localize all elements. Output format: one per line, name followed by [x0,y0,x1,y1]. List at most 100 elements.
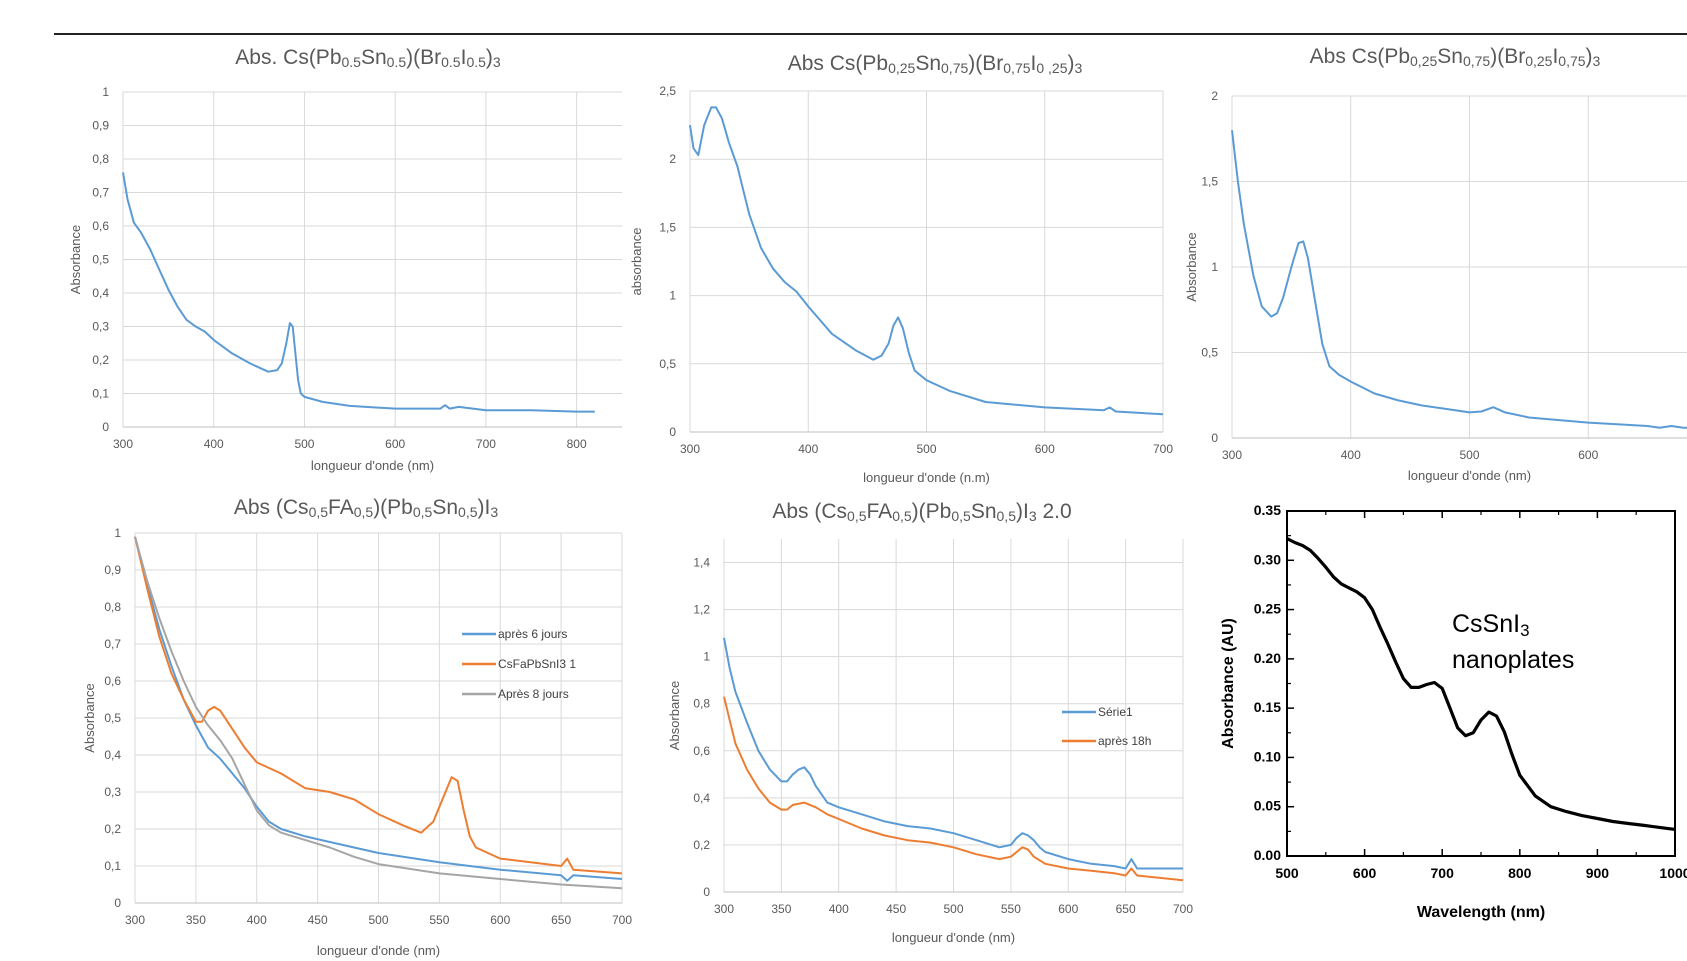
y-tick-label: 2 [1211,89,1218,103]
x-tick-label: 700 [1153,442,1173,456]
y-axis-label: Absorbance [82,683,97,752]
y-tick-label: 0,4 [693,791,710,805]
plot-frame [1286,510,1676,857]
x-axis-label: Wavelength (nm) [1417,904,1545,921]
x-tick-label: 350 [771,902,791,916]
legend-entry: Série1 [1098,705,1133,719]
y-tick-label: 1,2 [693,603,710,617]
chart-6: 500 600 700 800 900 1000 0.00 0.05 0.10 0.15 0.20 0… [1220,502,1687,921]
y-tick-label: 0,7 [104,637,121,651]
legend-entry: Après 8 jours [498,687,569,701]
x-tick-label: 1000 [1659,865,1687,881]
y-tick-label: 1 [669,289,676,303]
legend-entry: après 18h [1098,734,1151,748]
y-tick-label: 0.05 [1254,798,1281,814]
y-tick-label: 0.10 [1254,748,1281,764]
top-divider-line [54,33,1687,35]
x-tick-label: 400 [798,442,818,456]
x-tick-label: 700 [1173,902,1193,916]
x-tick-label: 400 [829,902,849,916]
y-tick-label: 0,4 [92,286,109,300]
x-tick-label: 900 [1586,865,1610,881]
chart-2: 300 400 500 600 700 0 0,5 1 1,5 2 2,5 Abs Cs(Pb0,25… [629,52,1173,485]
x-tick-label: 500 [294,437,314,451]
x-tick-label: 400 [1341,448,1361,462]
y-tick-label: 0,9 [104,563,121,577]
x-tick-label: 500 [1275,865,1299,881]
x-tick-label: 450 [308,913,328,927]
y-tick-label: 0,4 [104,748,121,762]
x-tick-label: 600 [1058,902,1078,916]
y-tick-label: 0,5 [659,357,676,371]
series-line-1 [1286,537,1676,831]
series-line-1 [1231,130,1687,429]
y-tick-label: 1 [102,85,109,99]
series-line-1 [689,106,1164,416]
chart-title: Abs. Cs(Pb0.5Sn0.5)(Br0.5I0.5)3 [235,46,501,70]
y-tick-label: 0 [1211,431,1218,445]
chart-4: 300 350 400 450 500 550 600 650 700 0 0,1 0,2 0,3 0,4… [82,496,632,958]
x-tick-label: 500 [916,442,936,456]
y-tick-label: 2 [669,152,676,166]
y-tick-label: 0,5 [104,711,121,725]
x-tick-label: 400 [204,437,224,451]
y-tick-label: 2,5 [659,84,676,98]
series-line-1 [723,637,1183,870]
y-tick-label: 0,9 [92,119,109,133]
y-tick-label: 0,1 [92,387,109,401]
chart-1: 300 400 500 600 700 800 0 0,1 0,2 0,3 0,4 0,5 0,6 0,7… [68,46,622,473]
chart-title: Abs Cs(Pb0,25Sn0,75)(Br0,75I0 ,25)3 [788,52,1083,76]
x-tick-label: 800 [1508,865,1532,881]
y-tick-label: 0.35 [1254,502,1281,518]
y-tick-label: 0.30 [1254,551,1281,567]
y-axis-label: Absorbance [1184,232,1199,301]
x-tick-label: 600 [1353,865,1377,881]
legend-entry: après 6 jours [498,627,567,641]
x-tick-label: 550 [1001,902,1021,916]
x-axis-label: longueur d'onde (n.m) [863,470,990,485]
y-tick-label: 0,8 [104,600,121,614]
x-tick-label: 300 [1222,448,1242,462]
x-tick-label: 700 [612,913,632,927]
y-tick-label: 0,2 [693,838,710,852]
y-tick-label: 0,7 [92,186,109,200]
chart-title: Abs (Cs0,5FA0,5)(Pb0,5Sn0,5)I3 2.0 [772,500,1071,524]
x-tick-label: 400 [247,913,267,927]
x-tick-label: 450 [886,902,906,916]
y-tick-label: 0,8 [92,152,109,166]
x-axis-label: longueur d'onde (nm) [311,458,434,473]
x-tick-label: 600 [490,913,510,927]
y-tick-label: 0,5 [92,253,109,267]
y-tick-label: 0,6 [693,744,710,758]
y-tick-label: 0,6 [104,674,121,688]
y-tick-label: 0 [114,896,121,910]
y-tick-label: 0,2 [104,822,121,836]
y-tick-label: 1,5 [1201,175,1218,189]
legend-entry: CsFaPbSnI3 1 [498,657,576,671]
y-tick-label: 1 [1211,260,1218,274]
y-tick-label: 0.20 [1254,650,1281,666]
x-tick-label: 500 [943,902,963,916]
y-tick-label: 0 [102,420,109,434]
y-tick-label: 0.00 [1254,847,1281,863]
x-tick-label: 700 [476,437,496,451]
x-tick-label: 700 [1431,865,1455,881]
series-line-3 [134,536,623,890]
y-tick-label: 0,5 [1201,346,1218,360]
annotation-label: nanoplates [1452,646,1574,674]
y-tick-label: 0 [703,885,710,899]
chart-title: Abs Cs(Pb0,25Sn0,75)(Br0,25I0,75)3 [1310,45,1601,69]
y-axis-label: Absorbance [667,681,682,750]
chart-title: Abs (Cs0,5FA0,5)(Pb0,5Sn0,5)I3 [234,496,498,520]
y-tick-label: 1,5 [659,220,676,234]
x-tick-label: 550 [429,913,449,927]
y-tick-label: 0,6 [92,219,109,233]
x-tick-label: 600 [385,437,405,451]
y-tick-label: 1,4 [693,556,710,570]
y-tick-label: 0,8 [693,697,710,711]
x-tick-label: 500 [368,913,388,927]
x-tick-label: 800 [567,437,587,451]
x-tick-label: 300 [113,437,133,451]
